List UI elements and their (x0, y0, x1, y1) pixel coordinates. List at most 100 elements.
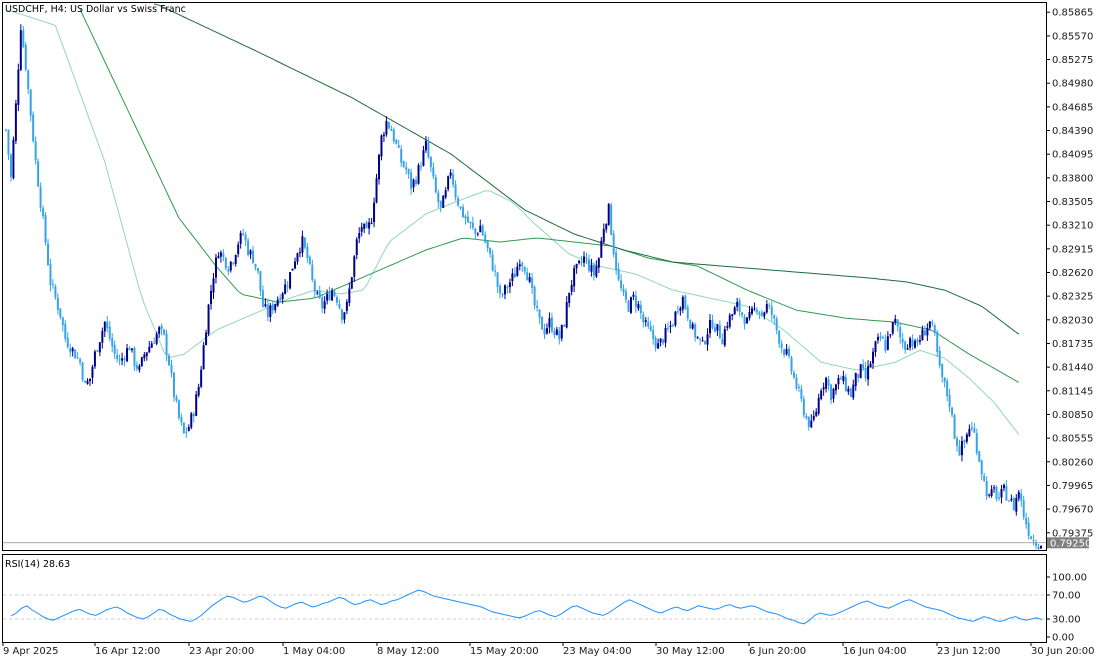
candle-body-bull (503, 285, 506, 295)
candle-body-bear (741, 312, 744, 316)
candle-body-bear (973, 428, 976, 433)
price-tick-label: 0.81440 (1052, 363, 1093, 374)
candle-body-bear (439, 200, 442, 207)
candle-body-bull (264, 304, 267, 307)
time-tick-label: 23 Jun 12:00 (937, 646, 1001, 657)
candle-body-bull (422, 150, 425, 166)
candle-body-bear (667, 327, 670, 329)
candle-body-bear (113, 344, 116, 354)
candle-body-bear (474, 228, 477, 234)
candle-body-bear (496, 272, 499, 288)
candle-body-bull (353, 256, 356, 277)
candle-body-bull (876, 337, 879, 341)
candle-body-bear (634, 295, 637, 307)
candle-body-bear (266, 304, 269, 317)
candle-body-bear (79, 359, 82, 363)
time-tick-label: 16 Jun 04:00 (843, 646, 907, 657)
candle-body-bull (545, 328, 548, 334)
price-tick-label: 0.79965 (1052, 481, 1093, 492)
candle-body-bear (773, 315, 776, 319)
candle-body-bull (696, 336, 699, 338)
time-tick-label: 30 Jun 20:00 (1031, 646, 1095, 657)
candle-body-bull (548, 318, 551, 328)
price-tick-label: 0.82620 (1052, 268, 1093, 279)
candle-body-bull (202, 345, 205, 370)
candle-body-bear (1032, 539, 1035, 541)
candle-body-bull (837, 377, 840, 385)
candle-body-bull (570, 285, 573, 292)
candle-body-bull (145, 352, 148, 357)
candle-body-bear (550, 317, 553, 332)
candle-body-bear (313, 280, 316, 292)
candle-body-bull (810, 420, 813, 428)
candle-body-bull (632, 294, 635, 297)
candle-body-bull (595, 266, 598, 277)
main-panel-frame (2, 2, 1047, 551)
candle-body-bear (321, 297, 324, 309)
candle-body-bull (237, 244, 240, 254)
candle-body-bull (360, 227, 363, 232)
candle-body-bull (765, 304, 768, 313)
candle-body-bear (76, 357, 79, 359)
candle-body-bear (407, 169, 410, 175)
candle-body-bull (511, 273, 514, 282)
candle-body-bull (1010, 498, 1013, 501)
candle-body-bear (654, 337, 657, 348)
candle-body-bear (390, 129, 393, 132)
candle-body-bear (54, 286, 57, 298)
candle-body-bear (168, 355, 171, 366)
candle-body-bear (896, 319, 899, 327)
candle-body-bull (894, 318, 897, 323)
candle-body-bull (578, 260, 581, 264)
candle-body-bear (521, 262, 524, 267)
price-tick-label: 0.83210 (1052, 221, 1093, 232)
candle-body-bull (91, 366, 94, 378)
candle-body-bear (116, 355, 119, 360)
candle-body-bear (857, 374, 860, 378)
candle-body-bull (1040, 545, 1042, 549)
candle-body-bear (671, 325, 674, 327)
candle-body-bear (768, 305, 771, 307)
candle-body-bear (56, 297, 59, 310)
candle-body-bear (400, 148, 403, 163)
candle-body-bull (960, 441, 963, 456)
candle-body-bull (909, 338, 912, 348)
candle-body-bear (61, 317, 64, 326)
candle-body-bear (256, 267, 259, 272)
candle-body-bull (605, 224, 608, 230)
candle-body-bull (363, 223, 366, 229)
candle-body-bear (783, 349, 786, 355)
candle-body-bear (1007, 500, 1010, 502)
candle-body-bear (397, 145, 400, 148)
candle-body-bear (279, 298, 282, 301)
candle-body-bear (985, 481, 988, 496)
candle-body-bear (484, 234, 487, 243)
candle-body-bear (684, 295, 687, 309)
candle-body-bull (150, 343, 153, 348)
price-tick-label: 0.80555 (1052, 434, 1093, 445)
candle-body-bull (508, 282, 511, 288)
candle-body-bull (644, 320, 647, 323)
candle-body-bull (891, 322, 894, 334)
candle-body-bear (758, 312, 761, 314)
candle-body-bear (694, 324, 697, 338)
candle-body-bull (657, 343, 660, 349)
candle-body-bull (706, 334, 709, 345)
candle-body-bull (298, 252, 301, 254)
candle-body-bull (832, 388, 835, 399)
candle-body-bull (197, 386, 200, 396)
candle-body-bear (106, 321, 109, 329)
candle-body-bear (970, 427, 973, 429)
rsi-tick-label: 100.00 (1052, 573, 1087, 584)
candle-body-bull (234, 255, 237, 264)
time-tick-label: 15 May 20:00 (470, 646, 539, 657)
candle-body-bear (254, 263, 257, 268)
candle-body-bear (792, 372, 795, 378)
candle-body-bull (345, 301, 348, 311)
candle-body-bear (338, 303, 341, 309)
candle-body-bear (647, 321, 650, 327)
candle-body-bear (163, 329, 166, 335)
candle-body-bull (921, 329, 924, 341)
candle-body-bear (69, 348, 72, 353)
candle-body-bull (296, 253, 299, 262)
